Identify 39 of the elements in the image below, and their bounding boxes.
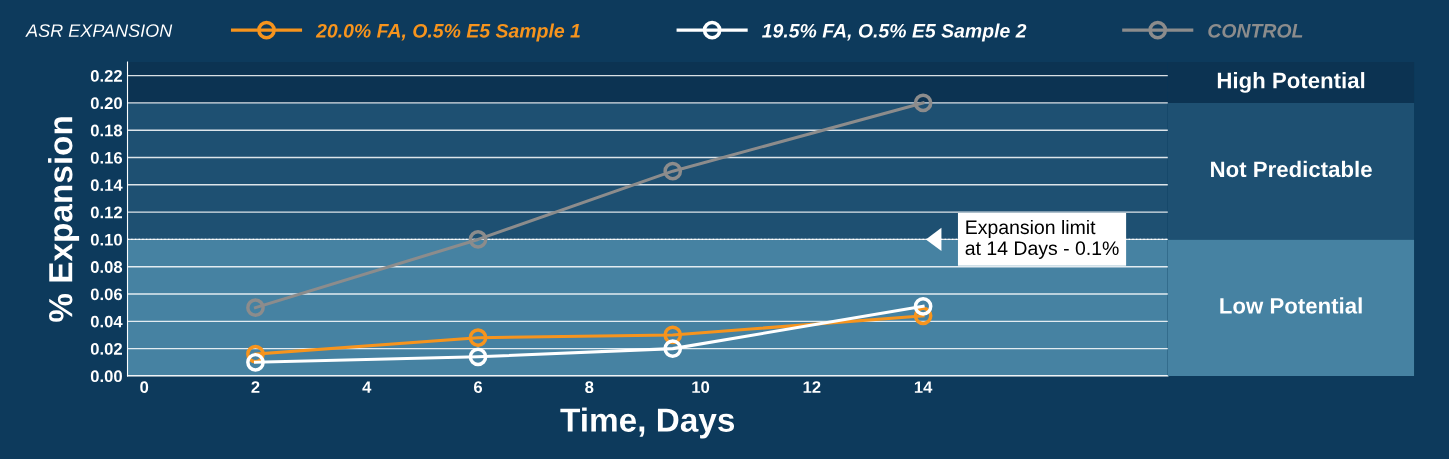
x-tick-label: 14 [914,381,933,393]
point [468,328,488,348]
x-tick-label: 4 [362,381,372,393]
chart-title: ASR EXPANSION [25,24,173,37]
y-axis-title: % Expansion [48,117,80,322]
point [913,296,933,316]
band-label: Not Predictable [1211,160,1372,178]
legend-label: 20.0% FA, O.5% E5 Sample 1 [315,23,580,42]
ref-line-label: Expansion limit at 14 Days - 0.1% [965,219,1119,259]
x-tick-label: 0 [140,381,149,394]
band-label: Low Potential [1220,297,1362,314]
y-tick-label: 0.12 [90,206,122,219]
y-tick-label: 0.16 [90,151,123,164]
y-tick-label: 0.18 [90,124,123,137]
x-tick-label: 12 [803,381,821,393]
y-tick-label: 0.14 [90,179,123,192]
legend-label: 19.5% FA, O.5% E5 Sample 2 [762,23,1027,42]
point [468,230,488,249]
y-tick-label: 0.00 [90,370,122,383]
x-tick-label: 2 [251,381,260,393]
y-tick-label: 0.02 [90,343,122,355]
point [913,93,933,113]
point [663,161,683,181]
point [468,347,488,367]
legend-label: CONTROL [1208,23,1303,38]
x-tick-label: 6 [473,381,483,394]
y-tick-label: 0.20 [90,97,122,110]
band-label: High Potential [1217,72,1365,93]
y-tick-label: 0.04 [90,315,123,328]
y-tick-label: 0.08 [90,261,123,273]
point [663,339,683,358]
y-tick-label: 0.10 [90,233,122,246]
y-tick-label: 0.06 [90,288,123,301]
x-tick-label: 10 [692,381,710,394]
point [246,352,265,372]
y-tick-label: 0.22 [90,70,122,82]
x-tick-label: 8 [585,381,594,394]
point [246,298,265,318]
x-axis-title: Time, Days [560,407,735,439]
